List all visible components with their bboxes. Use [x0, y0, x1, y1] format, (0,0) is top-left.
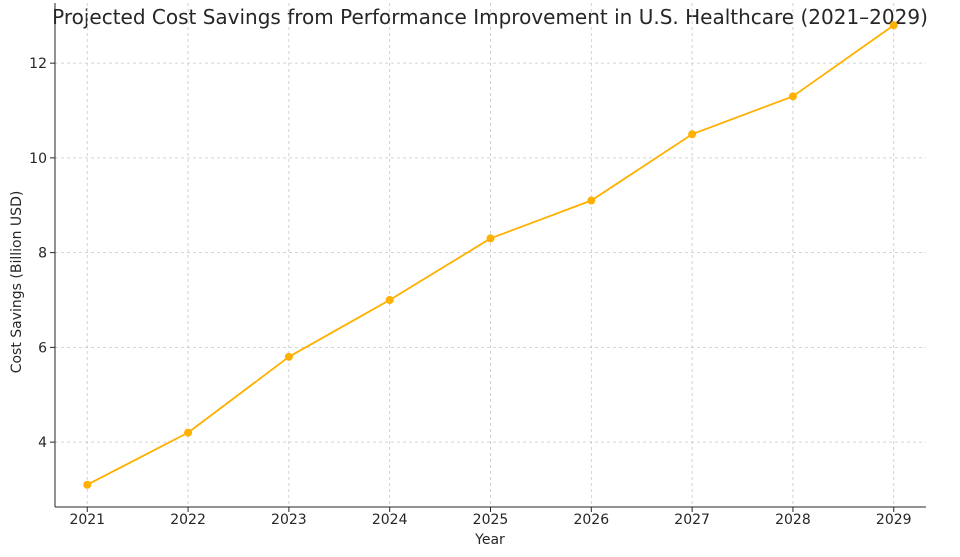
- x-axis-ticks: 2021 2022 2023 2024 2025 2026 2027 2028 2029: [69, 507, 912, 528]
- series-layer: [83, 21, 898, 489]
- x-tick-label: 2022: [170, 512, 206, 528]
- y-tick-label: 10: [29, 151, 47, 167]
- data-point: [385, 296, 394, 304]
- data-point: [587, 196, 596, 205]
- x-tick-label: 2021: [69, 512, 105, 528]
- y-tick-label: 4: [38, 435, 47, 451]
- x-tick-label: 2027: [674, 512, 710, 528]
- chart-title: Projected Cost Savings from Performance …: [52, 5, 928, 29]
- y-axis-ticks: 4 6 8 10 12: [29, 56, 55, 451]
- data-point: [184, 428, 193, 437]
- x-tick-label: 2023: [271, 512, 307, 528]
- data-point: [284, 352, 293, 361]
- x-axis-label: Year: [474, 532, 505, 548]
- x-tick-label: 2028: [775, 512, 811, 528]
- data-point: [788, 92, 797, 101]
- y-tick-label: 6: [38, 340, 47, 356]
- y-tick-label: 12: [29, 56, 47, 72]
- gridlines: [55, 3, 926, 507]
- x-tick-label: 2025: [473, 512, 509, 528]
- x-tick-label: 2024: [372, 512, 408, 528]
- x-tick-label: 2026: [573, 512, 609, 528]
- x-tick-label: 2029: [876, 512, 912, 528]
- data-point: [486, 234, 495, 243]
- data-point: [83, 480, 92, 489]
- y-axis-label: Cost Savings (Billion USD): [9, 191, 25, 374]
- y-tick-label: 8: [38, 246, 47, 262]
- data-point: [889, 21, 898, 30]
- data-point: [688, 130, 697, 139]
